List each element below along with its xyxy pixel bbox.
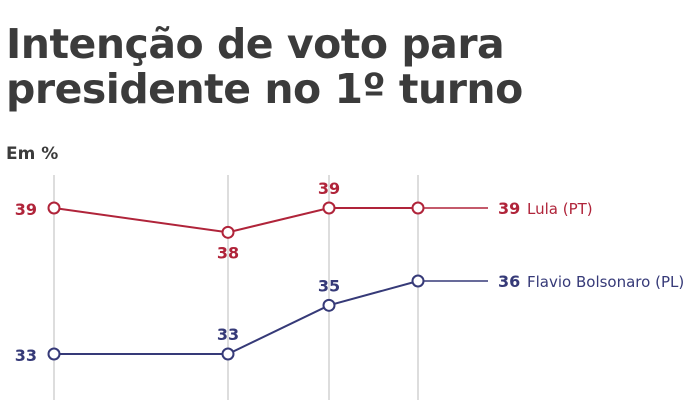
lula-point-4: [411, 201, 425, 215]
lula-value-label-1: 39: [15, 200, 37, 219]
chart-title-line-2: presidente no 1º turno: [6, 65, 523, 113]
chart-title-line-1: Intenção de voto para: [6, 20, 505, 68]
flavio-value-label-2: 33: [217, 325, 239, 344]
lula-point-3: [322, 201, 336, 215]
chart-unit-label: Em %: [6, 144, 59, 164]
lula-end-value-label: 39: [498, 199, 520, 218]
lula-value-label-2: 38: [217, 243, 239, 262]
flavio-value-label-3: 35: [318, 276, 340, 295]
lula-series-line: [53, 207, 418, 234]
lula-point-1: [47, 201, 61, 215]
flavio-series-name: Flavio Bolsonaro (PL): [527, 273, 684, 291]
flavio-point-2: [221, 347, 235, 361]
lula-point-2: [221, 225, 235, 239]
flavio-point-4: [411, 274, 425, 288]
flavio-point-1: [47, 347, 61, 361]
flavio-end-value-label: 36: [498, 272, 520, 291]
lula-value-label-3: 39: [318, 179, 340, 198]
flavio-series-line: [54, 280, 419, 355]
chart-title: Intenção de voto para presidente no 1º t…: [6, 22, 696, 112]
flavio-point-3: [322, 298, 336, 312]
lula-series-name: Lula (PT): [527, 200, 593, 218]
flavio-value-label-1: 33: [15, 346, 37, 365]
